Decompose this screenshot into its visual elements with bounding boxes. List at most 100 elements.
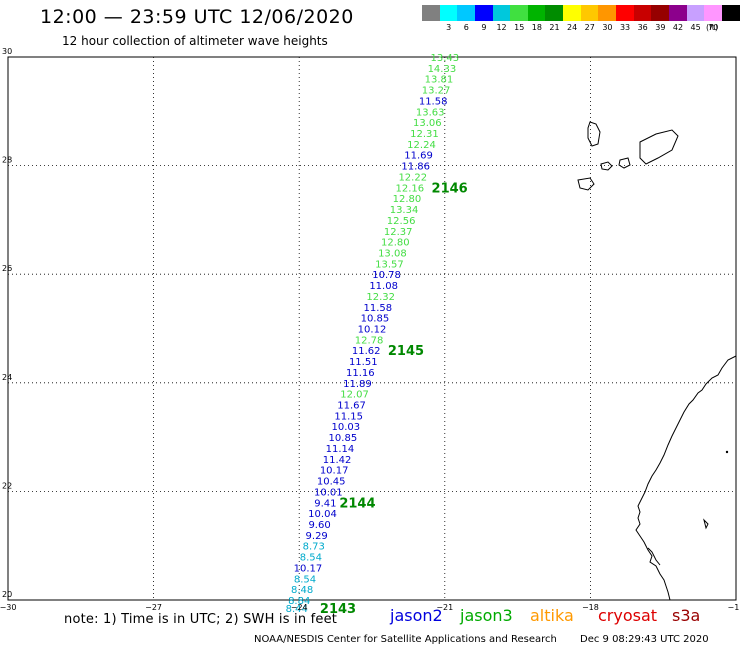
lon-tick-label: −24	[291, 603, 308, 612]
africa-coast	[635, 355, 737, 601]
map-frame	[7, 56, 737, 601]
coastlines	[577, 121, 737, 601]
lat-lon-grid	[7, 56, 737, 601]
wave-height-value: 11.16	[346, 368, 375, 379]
color-swatch: 24	[563, 5, 581, 32]
wave-height-value: 14.33	[428, 64, 457, 75]
wave-height-value: 12.80	[381, 238, 410, 249]
color-swatch: 42	[668, 5, 687, 32]
lat-tick-label: 22	[2, 481, 12, 490]
color-swatch: 30	[598, 5, 617, 32]
color-swatch-label: 27	[584, 23, 595, 32]
pass-labels: 2146 2145 2144 2143	[320, 181, 468, 617]
color-swatch	[422, 5, 440, 21]
color-swatch: 36	[633, 5, 652, 32]
color-swatch: 70	[704, 5, 722, 32]
credit-line: NOAA/NESDIS Center for Satellite Applica…	[254, 634, 557, 645]
axis-ticks: −30 −27 −24 −21 −18 −15 20 22 24 26 28 30	[0, 47, 740, 612]
wave-height-value: 8.48	[291, 585, 313, 596]
wave-height-value: 10.17	[294, 563, 323, 574]
map-title: 12:00 — 23:59 UTC 12/06/2020	[40, 6, 354, 28]
satellite-name-jason2: jason2	[390, 606, 443, 625]
wave-height-value: 13.08	[378, 248, 407, 259]
color-swatch-label: 24	[567, 23, 578, 32]
island-gran-canaria	[577, 177, 595, 191]
wave-height-value: 8.54	[294, 574, 316, 585]
generated-timestamp: Dec 9 08:29:43 UTC 2020	[580, 634, 709, 645]
satellite-name-cryosat: cryosat	[598, 606, 658, 625]
wave-height-value: 11.15	[334, 411, 363, 422]
color-swatch-label: 15	[514, 23, 525, 32]
satellite-name-jason3: jason3	[460, 606, 513, 625]
wave-height-value: 13.27	[422, 86, 451, 97]
color-swatch: 12	[492, 5, 511, 32]
lat-tick-label: 20	[2, 590, 12, 599]
wave-height-value: 9.60	[308, 520, 330, 531]
color-swatch: 15	[510, 5, 528, 32]
wave-height-value: 10.85	[361, 314, 390, 325]
color-swatch-label: 9	[481, 23, 487, 32]
wave-height-value: 8.54	[300, 553, 322, 564]
map-subtitle: 12 hour collection of altimeter wave hei…	[62, 34, 328, 48]
wave-height-value: 8.44	[286, 604, 308, 615]
island-la-palma	[587, 121, 601, 147]
color-swatch-label: 6	[463, 23, 469, 32]
island-el-hierro	[600, 161, 613, 171]
lat-tick-label: 30	[2, 47, 12, 56]
satellite-name-s3a: s3a	[672, 606, 701, 625]
wave-height-value: 10.01	[314, 487, 343, 498]
color-swatch	[721, 5, 740, 21]
color-swatch-label: 45	[690, 23, 701, 32]
color-swatch: 27	[580, 5, 599, 32]
color-swatch-label: 36	[637, 23, 648, 32]
wave-height-value: 8.84	[288, 596, 310, 607]
wave-height-value: 13.06	[413, 118, 442, 129]
wave-height-value: 11.69	[404, 151, 433, 162]
lon-tick-label: −27	[145, 603, 162, 612]
color-swatch: 39	[651, 5, 669, 32]
wave-height-value: 11.51	[349, 357, 378, 368]
color-swatch-label: 30	[602, 23, 613, 32]
color-swatch: 21	[545, 5, 564, 32]
color-swatch: 9	[474, 5, 493, 32]
color-swatch: 18	[527, 5, 546, 32]
wave-height-value: 12.37	[384, 227, 413, 238]
wave-height-value: 10.04	[308, 509, 337, 520]
altimeter-track: 13.4314.3313.8113.2711.5813.6313.0612.31…	[286, 53, 459, 615]
wave-height-value: 13.63	[416, 107, 445, 118]
wave-height-value: 12.24	[407, 140, 436, 151]
wave-height-value: 10.17	[320, 466, 349, 477]
wave-height-value: 12.22	[398, 172, 427, 183]
pass-number-label: 2146	[432, 181, 468, 196]
color-swatch-label: 33	[619, 23, 631, 32]
color-swatch-label: 3	[446, 23, 452, 32]
color-swatch-label: 70	[708, 23, 719, 32]
lon-tick-label: −21	[436, 603, 453, 612]
color-swatch: 3	[439, 5, 458, 32]
color-swatch: 45	[686, 5, 705, 32]
wave-height-value: 11.58	[364, 303, 393, 314]
wave-height-value: 11.58	[419, 96, 448, 107]
color-swatch-label: 42	[672, 23, 684, 32]
lat-tick-label: 28	[2, 156, 12, 165]
wave-height-value: 12.07	[340, 390, 369, 401]
wave-height-value: 13.34	[390, 205, 419, 216]
color-swatch: 6	[457, 5, 475, 32]
wave-height-value: 10.85	[329, 433, 358, 444]
color-scale-legend: 3 6 9 12 15 18 21 24 27 30 33 36 39 42 45 70	[422, 5, 740, 32]
color-swatch-label: 39	[655, 23, 666, 32]
color-scale-unit: (ft)	[706, 23, 719, 32]
wave-height-value: 9.29	[306, 531, 328, 542]
lat-tick-label: 26	[2, 264, 12, 273]
wave-height-value: 11.08	[369, 281, 398, 292]
wave-height-value: 11.14	[326, 444, 355, 455]
color-swatch-label: 21	[549, 23, 560, 32]
pass-number-label: 2144	[339, 496, 375, 511]
wave-height-value: 11.42	[323, 455, 352, 466]
wave-height-value: 11.67	[337, 401, 366, 412]
wave-height-value: 11.86	[401, 162, 430, 173]
wave-height-value: 10.78	[372, 270, 401, 281]
wave-height-value: 12.31	[410, 129, 439, 140]
coast-fragment	[703, 518, 709, 530]
